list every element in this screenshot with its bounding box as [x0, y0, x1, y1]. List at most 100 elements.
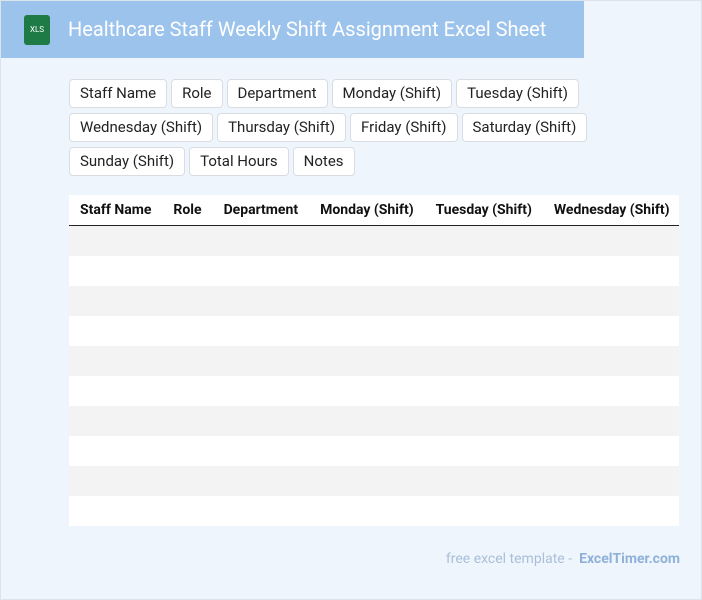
table-cell [213, 376, 310, 406]
table-cell [162, 286, 213, 316]
table-cell [212, 225, 310, 256]
field-chip: Staff Name [69, 79, 168, 108]
column-header: Role [162, 195, 213, 226]
table-cell [424, 346, 543, 376]
table-cell [69, 376, 162, 406]
table-container: Staff Name Role Department Monday (Shift) Tu… [69, 195, 679, 526]
column-header: Wednesday (Shift) [542, 195, 679, 226]
table-cell [162, 376, 212, 406]
table-row [69, 346, 679, 376]
field-chip: Wednesday (Shift) [69, 113, 214, 142]
table-cell [162, 346, 213, 376]
table-cell [309, 225, 425, 256]
table-cell [69, 286, 163, 316]
table-cell [309, 436, 425, 466]
field-chip: Saturday (Shift) [461, 113, 588, 142]
page-title: Healthcare Staff Weekly Shift Assignment… [68, 17, 547, 41]
table-cell [162, 496, 212, 526]
table-cell [543, 376, 679, 406]
shift-table: Staff Name Role Department Monday (Shift) Tu… [69, 195, 679, 526]
table-cell [425, 256, 543, 286]
field-chip: Friday (Shift) [350, 113, 458, 142]
header-bar: XLS Healthcare Staff Weekly Shift Assign… [1, 1, 584, 58]
table-cell [69, 346, 163, 376]
table-cell [542, 406, 679, 436]
table-row [69, 436, 679, 466]
column-header: Monday (Shift) [309, 195, 425, 226]
table-row [69, 466, 679, 496]
table-row [69, 406, 679, 436]
column-header: Department [212, 195, 310, 226]
table-cell [69, 436, 162, 466]
table-cell [69, 466, 163, 496]
table-cell [212, 406, 310, 436]
table-cell [543, 436, 679, 466]
table-cell [213, 436, 310, 466]
table-cell [542, 466, 679, 496]
table-cell [424, 286, 543, 316]
table-cell [309, 286, 425, 316]
table-row [69, 316, 679, 346]
footer-link[interactable]: ExcelTimer.com [579, 551, 680, 567]
table-cell [425, 316, 543, 346]
table-row [69, 225, 679, 256]
table-body [69, 225, 679, 527]
table-cell [162, 316, 212, 346]
table-cell [162, 436, 212, 466]
table-cell [424, 406, 543, 436]
table-row [69, 376, 679, 406]
table-cell [309, 316, 425, 346]
table-cell [542, 225, 679, 256]
table-cell [424, 466, 543, 496]
table-cell [425, 496, 543, 526]
field-list: Staff Name Role Department Monday (Shift) Tu… [69, 79, 701, 176]
table-cell [212, 346, 310, 376]
table-cell [69, 496, 162, 526]
table-cell [212, 466, 310, 496]
footer: free excel template - ExcelTimer.com [446, 551, 680, 567]
table-cell [309, 496, 425, 526]
table-cell [542, 346, 679, 376]
table-cell [162, 466, 213, 496]
field-chip: Monday (Shift) [331, 79, 453, 108]
column-header: Staff Name [69, 195, 163, 226]
header-row: Staff Name Role Department Monday (Shift) Tu… [69, 195, 679, 226]
field-chip: Sunday (Shift) [69, 147, 186, 176]
table-row [69, 286, 679, 316]
table-cell [424, 225, 543, 256]
file-icon: XLS [24, 15, 50, 45]
table-cell [543, 316, 679, 346]
table-cell [69, 406, 163, 436]
table-cell [425, 436, 543, 466]
table-cell [162, 406, 213, 436]
column-header: Tuesday (Shift) [424, 195, 543, 226]
table-cell [162, 256, 212, 286]
table-cell [213, 316, 310, 346]
table-cell [543, 256, 679, 286]
table-cell [69, 256, 162, 286]
table-cell [309, 406, 425, 436]
field-chip: Role [171, 79, 223, 108]
table-cell [309, 346, 425, 376]
table-cell [212, 286, 310, 316]
field-chip: Notes [292, 147, 355, 176]
table-cell [213, 256, 310, 286]
field-chip: Tuesday (Shift) [456, 79, 579, 108]
table-cell [309, 256, 425, 286]
table-row [69, 496, 679, 526]
field-chip: Department [226, 79, 328, 108]
table-cell [425, 376, 543, 406]
table-cell [162, 225, 213, 256]
table-cell [69, 316, 162, 346]
table-cell [309, 376, 425, 406]
table-cell [542, 286, 679, 316]
table-cell [309, 466, 425, 496]
table-cell [543, 496, 679, 526]
footer-text: free excel template - [445, 551, 573, 567]
field-chip: Thursday (Shift) [217, 113, 347, 142]
table-cell [69, 225, 163, 256]
table-row [69, 256, 679, 286]
table-cell [213, 496, 310, 526]
field-chip: Total Hours [189, 147, 289, 176]
